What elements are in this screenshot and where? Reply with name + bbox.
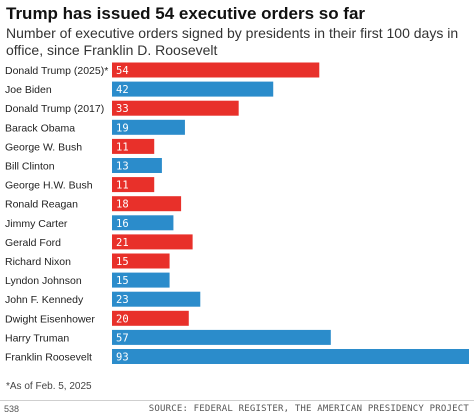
value-label: 33	[116, 103, 129, 115]
bar	[112, 138, 155, 154]
bar-chart: Donald Trump (2025)* 54 Joe Biden 42 Donald …	[5, 62, 469, 364]
value-label: 20	[116, 313, 129, 325]
value-label: 57	[116, 332, 129, 344]
bar	[112, 119, 185, 135]
bar	[112, 310, 189, 326]
category-label: George W. Bush	[5, 141, 82, 153]
bar	[112, 329, 331, 345]
value-label: 19	[116, 122, 129, 134]
bar	[112, 215, 174, 231]
bar	[112, 62, 320, 78]
value-label: 11	[116, 180, 129, 192]
brand-logo: 538	[4, 404, 20, 414]
source-note: SOURCE: FEDERAL REGISTER, THE AMERICAN P…	[148, 404, 469, 414]
chart-subtitle: Number of executive orders signed by pre…	[6, 25, 459, 58]
footnote: *As of Feb. 5, 2025	[6, 381, 92, 392]
bar	[112, 349, 469, 364]
value-label: 15	[116, 256, 129, 268]
value-label: 93	[116, 352, 129, 364]
value-label: 23	[116, 294, 129, 306]
bar	[112, 158, 162, 173]
value-label: 11	[116, 141, 129, 153]
bar	[112, 291, 201, 307]
value-label: 13	[116, 161, 129, 173]
bar	[112, 81, 274, 97]
category-label: Bill Clinton	[5, 161, 55, 173]
category-label: Dwight Eisenhower	[5, 313, 95, 325]
bar	[112, 196, 182, 212]
value-label: 18	[116, 199, 129, 211]
category-label: Donald Trump (2025)*	[5, 65, 108, 77]
category-label: Lyndon Johnson	[5, 275, 82, 287]
bar	[112, 234, 193, 250]
category-label: George H.W. Bush	[5, 180, 93, 192]
category-label: Harry Truman	[5, 332, 69, 344]
category-label: Franklin Roosevelt	[5, 352, 92, 364]
category-label: Gerald Ford	[5, 237, 61, 249]
bar	[112, 253, 170, 269]
category-label: Barack Obama	[5, 122, 75, 134]
footer-divider	[0, 400, 474, 401]
value-label: 15	[116, 275, 129, 287]
value-label: 42	[116, 84, 129, 96]
category-label: Jimmy Carter	[5, 218, 68, 230]
category-label: Joe Biden	[5, 84, 52, 96]
bar	[112, 177, 155, 193]
chart-title: Trump has issued 54 executive orders so …	[6, 4, 366, 23]
value-label: 54	[116, 65, 129, 77]
category-label: John F. Kennedy	[5, 294, 84, 306]
value-label: 16	[116, 218, 129, 230]
bar	[112, 272, 170, 288]
value-label: 21	[116, 237, 129, 249]
category-label: Richard Nixon	[5, 256, 71, 268]
category-label: Donald Trump (2017)	[5, 103, 104, 115]
category-label: Ronald Reagan	[5, 199, 78, 211]
bar	[112, 100, 239, 116]
